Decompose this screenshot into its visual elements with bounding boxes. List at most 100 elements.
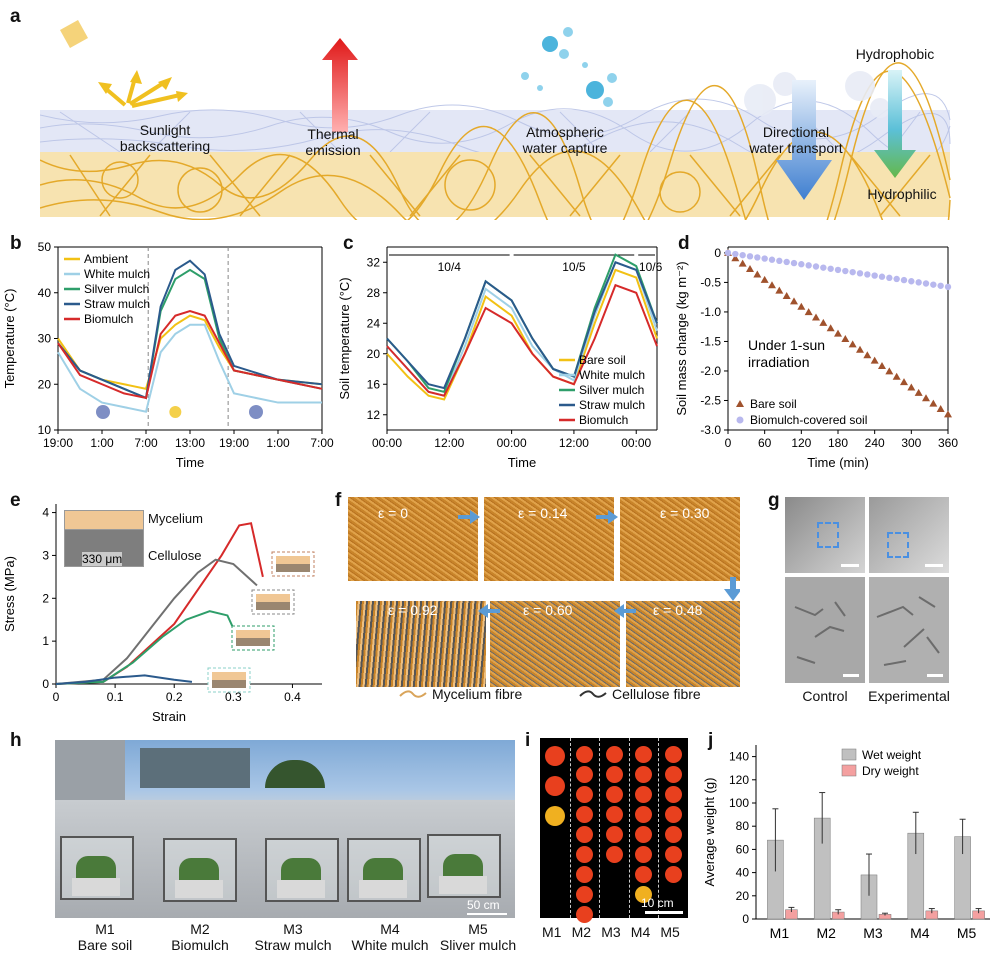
plot-m5-label: M5 Sliver mulch (439, 921, 517, 953)
data-point (812, 313, 820, 321)
y-tick-label: 0 (714, 246, 721, 260)
label-atmospheric-water-capture: Atmospheric water capture (522, 124, 608, 156)
data-point (893, 275, 900, 283)
tomato-fruit (605, 786, 623, 803)
y-tick-label: -3.0 (700, 423, 721, 437)
harvest-column-label: M2 (571, 924, 592, 940)
legend-swatch (841, 748, 857, 761)
sim-frame-6 (356, 601, 486, 687)
panel-label-j: j (708, 730, 714, 751)
x-tick-label: 19:00 (219, 436, 249, 450)
series-line (57, 323, 322, 413)
strain-label-048: ε = 0.48 (653, 602, 703, 618)
x-tick-label: 00:00 (497, 436, 527, 450)
data-point (842, 267, 849, 275)
chart-j: Average weight (g) 0 20 40 60 80 100 120 140 M1 M2… (702, 745, 990, 941)
label-directional-water-transport: Directional water transport (749, 124, 843, 156)
x-tick-label: 00:00 (372, 436, 402, 450)
layer-inset-bottom (256, 602, 290, 610)
tomato-fruit (544, 806, 565, 826)
right-arrow-icon (596, 510, 618, 524)
tomato-fruit (575, 826, 593, 843)
label-thermal-emission: Thermal emission (305, 126, 361, 158)
harvest-column-labels: M1 M2 M3 M4 M5 (540, 924, 690, 944)
series-line (386, 260, 658, 390)
legend-label: White mulch (84, 267, 150, 281)
cells-texture (876, 596, 940, 666)
sim-frame-1 (348, 497, 478, 581)
data-point (812, 263, 820, 270)
sim-frame-3 (620, 497, 740, 581)
y-tick-label: 80 (736, 819, 750, 833)
layer-inset-top (236, 630, 270, 638)
greenhouse-m4 (347, 838, 421, 902)
chart-e: Strain Stress (MPa) 0 1 2 3 4 0 0.1 0.2 0.3 0.4 (2, 504, 322, 724)
legend-swatch (736, 416, 744, 424)
data-point (739, 251, 746, 259)
strain-label-060: ε = 0.60 (523, 602, 573, 618)
legend-swatch (736, 400, 744, 407)
series-line (55, 558, 258, 685)
x-axis-label: Time (508, 455, 536, 470)
panel-label-d: d (678, 233, 690, 254)
harvest-column-label: M5 (660, 924, 680, 940)
strain-label-030: ε = 0.30 (660, 505, 710, 521)
y-tick-label: 4 (42, 506, 49, 520)
y-tick-label: 40 (736, 866, 750, 880)
data-point (746, 253, 754, 260)
data-point (856, 270, 864, 277)
x-tick-label: 0 (725, 436, 732, 450)
legend-label: Ambient (84, 252, 129, 266)
scale-label-h: 50 cm (467, 898, 500, 912)
data-point (863, 351, 872, 359)
data-point (768, 256, 776, 263)
category-label: M3 (863, 925, 883, 941)
data-point (826, 324, 835, 332)
y-tick-label: 140 (729, 750, 749, 764)
x-tick-label: 1:00 (266, 436, 290, 450)
data-point (782, 291, 791, 299)
y-tick-label: 120 (729, 773, 749, 787)
y-tick-label: 30 (38, 332, 52, 346)
y-tick-label: 10 (38, 423, 52, 437)
data-point (820, 264, 827, 271)
tomato-fruit (605, 846, 623, 863)
plot-m1-label: M1 Bare soil (77, 921, 133, 953)
data-point (914, 388, 923, 396)
scale-label-i: 10 cm (641, 896, 674, 910)
tomato-fruit (575, 766, 593, 783)
y-tick-label: 0 (742, 912, 749, 926)
data-point (790, 297, 798, 305)
tomato-fruit (635, 746, 653, 763)
x-tick-label: 180 (828, 436, 848, 450)
tomato-fruit (635, 866, 653, 883)
data-point (798, 261, 805, 268)
data-point (848, 340, 857, 348)
experimental-zoom-image (869, 577, 949, 683)
x-axis-label: Strain (152, 709, 186, 724)
mycelium-layer-swatch (64, 510, 144, 530)
mycelium-mesh (40, 62, 951, 220)
column-divider (569, 738, 571, 918)
tomato-fruit (575, 886, 593, 903)
bilayer-inset (64, 510, 144, 567)
x-tick-label: 0.1 (107, 690, 124, 704)
scale-bar-i (645, 911, 683, 914)
day-sun-icon (169, 406, 182, 418)
chart-b: Time Temperature (°C) 10 20 30 40 50 19:00 1:00 7… (2, 240, 334, 470)
panel-label-c: c (343, 233, 354, 254)
series-line (57, 259, 323, 400)
legend-label: Silver mulch (84, 282, 149, 296)
data-point (936, 405, 945, 413)
tomato-fruit (664, 846, 682, 863)
data-point (753, 270, 762, 278)
data-point (797, 302, 806, 310)
legend-label: Straw mulch (84, 297, 150, 311)
column-divider (599, 738, 601, 918)
y-axis-label: Soil mass change (kg m⁻²) (674, 261, 689, 415)
data-point (922, 280, 930, 287)
x-tick-label: 0 (53, 690, 60, 704)
y-tick-label: 32 (367, 255, 381, 269)
hydrophobic-to-hydrophilic-arrow-icon (874, 70, 916, 178)
y-tick-label: -2.5 (700, 393, 721, 407)
